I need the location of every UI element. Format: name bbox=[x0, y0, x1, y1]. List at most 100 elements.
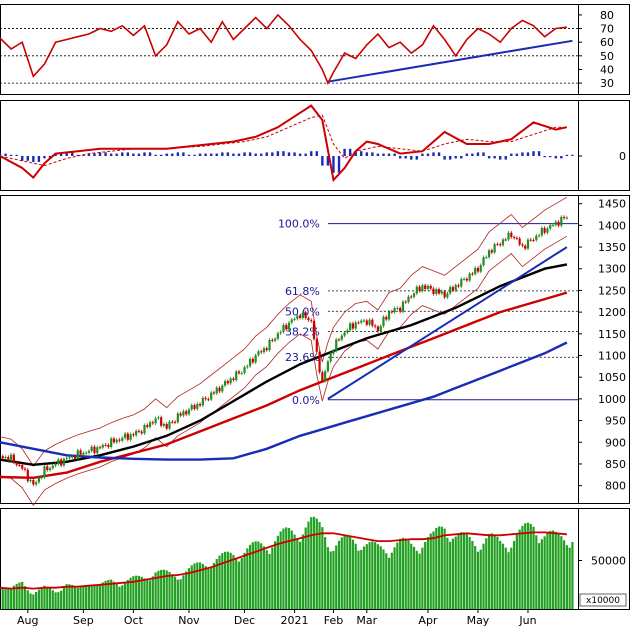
volume-bar bbox=[151, 576, 154, 609]
volume-bar bbox=[115, 584, 118, 609]
candle-body bbox=[112, 438, 116, 443]
candle-body bbox=[23, 468, 27, 470]
macd-histogram-bar bbox=[59, 153, 63, 156]
volume-bar bbox=[332, 550, 335, 609]
candle-body bbox=[290, 319, 293, 323]
volume-bar bbox=[529, 523, 532, 609]
volume-bar bbox=[421, 547, 424, 609]
candle-body bbox=[207, 399, 210, 401]
volume-bar bbox=[346, 535, 349, 609]
volume-bar bbox=[126, 579, 129, 609]
candle-body bbox=[37, 477, 41, 483]
volume-bar bbox=[432, 531, 435, 609]
volume-bar bbox=[46, 586, 49, 609]
x-tick-label: Apr bbox=[418, 614, 438, 627]
candle-body bbox=[540, 227, 543, 236]
price-tick-label: 1050 bbox=[598, 371, 626, 384]
candle-body bbox=[343, 332, 346, 336]
candle-body bbox=[285, 324, 288, 330]
candle-body bbox=[26, 469, 29, 482]
volume-bar bbox=[176, 579, 179, 609]
candle-body bbox=[132, 434, 135, 436]
volume-bar bbox=[382, 549, 385, 609]
price-tick-label: 1300 bbox=[598, 263, 626, 276]
macd-histogram-bar bbox=[76, 154, 80, 156]
candle-body bbox=[226, 381, 229, 384]
volume-bar bbox=[179, 579, 182, 609]
candle-body bbox=[148, 422, 152, 427]
candle-body bbox=[312, 320, 316, 339]
candle-body bbox=[137, 430, 141, 432]
rsi-tick-label: 40 bbox=[600, 63, 614, 76]
candle-body bbox=[79, 450, 82, 455]
candle-body bbox=[396, 308, 399, 310]
volume-bar bbox=[96, 584, 99, 609]
volume-bar bbox=[326, 547, 330, 609]
volume-bar bbox=[474, 546, 477, 609]
macd-histogram-bar bbox=[354, 151, 357, 156]
candle-body bbox=[182, 411, 185, 416]
volume-bar bbox=[201, 563, 204, 609]
volume-bar bbox=[98, 584, 102, 609]
macd-histogram-bar bbox=[298, 153, 302, 156]
candle-body bbox=[496, 244, 499, 246]
macd-histogram-bar bbox=[493, 156, 496, 159]
volume-bar bbox=[12, 585, 15, 609]
volume-bar bbox=[71, 584, 74, 609]
volume-bar bbox=[268, 553, 271, 609]
candle-body bbox=[201, 397, 204, 406]
price-tick-label: 1200 bbox=[598, 306, 626, 319]
volume-bar bbox=[399, 538, 402, 609]
macd-tick-label: 0 bbox=[619, 150, 626, 163]
candle-body bbox=[432, 288, 435, 294]
macd-histogram-bar bbox=[454, 156, 457, 159]
volume-bar bbox=[76, 587, 79, 609]
volume-bar bbox=[404, 538, 407, 609]
volume-bar bbox=[51, 590, 54, 609]
macd-histogram-bar bbox=[543, 156, 546, 158]
volume-bar bbox=[210, 567, 213, 609]
volume-bar bbox=[468, 536, 471, 609]
volume-bar bbox=[223, 551, 227, 609]
volume-bar bbox=[401, 537, 405, 609]
macd-histogram-bar bbox=[126, 152, 130, 156]
candle-body bbox=[254, 355, 257, 363]
volume-bar bbox=[565, 545, 568, 609]
candle-body bbox=[85, 452, 88, 454]
candle-body bbox=[310, 320, 313, 322]
x-tick-label: Oct bbox=[124, 614, 144, 627]
candle-body bbox=[251, 358, 254, 363]
candle-body bbox=[29, 480, 32, 482]
candle-body bbox=[118, 439, 121, 441]
macd-signal-line bbox=[0, 114, 567, 167]
volume-bar bbox=[557, 533, 560, 609]
candle-body bbox=[168, 421, 171, 429]
candle-body bbox=[324, 371, 327, 382]
macd-histogram-bar bbox=[32, 156, 35, 162]
candle-body bbox=[104, 444, 107, 446]
volume-bar bbox=[296, 539, 299, 609]
macd-histogram-bar bbox=[376, 153, 380, 156]
macd-histogram-bar bbox=[26, 156, 29, 161]
macd-histogram-bar bbox=[4, 153, 7, 156]
volume-bar bbox=[449, 541, 452, 609]
volume-bar bbox=[312, 516, 316, 609]
price-tick-label: 1450 bbox=[598, 198, 626, 211]
volume-bar bbox=[368, 542, 371, 609]
macd-histogram-bar bbox=[98, 152, 102, 156]
volume-bar bbox=[471, 541, 474, 609]
macd-histogram-bar bbox=[221, 152, 224, 156]
macd-histogram-bar bbox=[498, 156, 502, 160]
candle-body bbox=[399, 308, 402, 312]
candle-body bbox=[529, 239, 532, 241]
macd-histogram-bar bbox=[293, 152, 296, 156]
price-tick-label: 800 bbox=[605, 480, 626, 493]
candle-body bbox=[246, 366, 249, 368]
candle-body bbox=[404, 301, 407, 303]
candle-body bbox=[157, 417, 160, 419]
volume-bar bbox=[307, 521, 310, 609]
candle-body bbox=[418, 286, 421, 291]
candle-body bbox=[379, 325, 382, 332]
volume-bar bbox=[240, 558, 243, 609]
volume-bar bbox=[518, 529, 521, 609]
